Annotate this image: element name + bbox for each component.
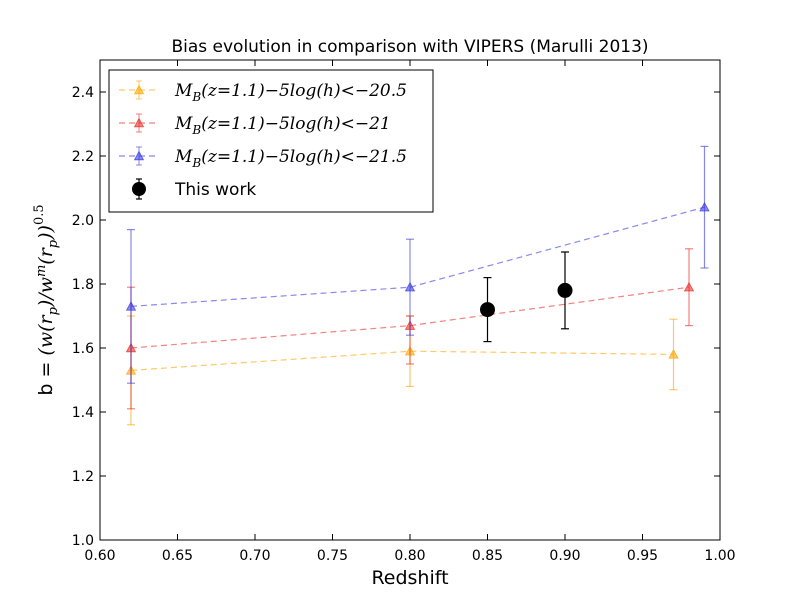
- legend-label-part: B: [191, 90, 201, 104]
- x-tick-label: 0.70: [239, 548, 270, 564]
- series-line: [130, 206, 705, 307]
- data-point: [668, 349, 679, 359]
- y-axis-label-mid2: (r: [35, 246, 57, 264]
- y-tick-label: 1.8: [72, 277, 94, 293]
- legend-label: MB(z=1.1)−5log(h)<−21: [174, 114, 391, 137]
- y-tick-label: 2.2: [72, 149, 94, 165]
- legend-label-part: B: [191, 123, 201, 137]
- series-line: [130, 286, 690, 349]
- plot-area: [125, 145, 710, 426]
- y-axis-label-body: (w(r: [35, 314, 57, 356]
- x-tick-label: 0.65: [162, 548, 193, 564]
- y-axis-label-sup: m: [34, 265, 49, 277]
- data-point: [480, 302, 495, 318]
- y-tick-label: 2.4: [72, 85, 94, 101]
- legend-label-part: (z=1.1)−5log(h)<−21: [201, 114, 390, 134]
- legend-entry-0: MB(z=1.1)−5log(h)<−20.5: [119, 80, 407, 104]
- y-tick-label: 2.0: [72, 213, 94, 229]
- legend-entry-1: MB(z=1.1)−5log(h)<−21: [119, 113, 391, 137]
- data-point: [557, 282, 573, 298]
- y-tick-label: 1.0: [72, 533, 94, 549]
- y-axis-label: b = (w(rp)/wm(rp))0.5: [32, 204, 61, 395]
- legend-marker: [133, 150, 145, 161]
- legend-marker: [133, 84, 145, 95]
- y-axis-label-exp: 0.5: [32, 204, 47, 225]
- y-axis-label-sub2: p: [46, 239, 61, 248]
- x-tick-label: 0.75: [317, 548, 348, 564]
- y-axis-label-mid: )/w: [35, 277, 57, 308]
- data-point: [683, 281, 695, 292]
- x-tick-label: 0.95: [627, 548, 658, 564]
- legend-label-part: M: [174, 81, 193, 101]
- legend-label: MB(z=1.1)−5log(h)<−20.5: [174, 81, 407, 104]
- y-tick-label: 1.6: [72, 341, 94, 357]
- x-tick-label: 0.90: [549, 548, 580, 564]
- legend-label-part: B: [191, 156, 201, 170]
- series-2: [125, 145, 710, 384]
- legend-label: This work: [174, 180, 256, 200]
- legend-box: [108, 69, 434, 213]
- legend-label-part: (z=1.1)−5log(h)<−21.5: [201, 147, 407, 167]
- y-tick-label: 1.2: [72, 469, 94, 485]
- x-tick-label: 0.60: [84, 548, 115, 564]
- legend-label-part: M: [174, 114, 193, 134]
- data-point: [125, 301, 137, 311]
- series-line: [130, 350, 674, 371]
- legend-label-part: (z=1.1)−5log(h)<−20.5: [201, 81, 407, 101]
- y-axis-label-prefix: b =: [35, 356, 57, 396]
- chart-title: Bias evolution in comparison with VIPERS…: [171, 37, 648, 57]
- legend-label: MB(z=1.1)−5log(h)<−21.5: [174, 147, 407, 170]
- x-axis-label: Redshift: [371, 567, 448, 589]
- y-axis-label-sub: p: [46, 306, 61, 315]
- axis-ticks: 0.60 0.65 0.70 0.75 0.80 0.85 0.90 0.95 1.00 1.0 1…: [72, 60, 736, 564]
- series-0: [125, 315, 679, 426]
- legend: MB(z=1.1)−5log(h)<−20.5MB(z=1.1)−5log(h)…: [108, 69, 434, 213]
- legend-marker: [133, 117, 145, 128]
- legend-entry-3: This work: [132, 178, 256, 200]
- y-axis-label-close: )): [35, 225, 57, 241]
- legend-entry-2: MB(z=1.1)−5log(h)<−21.5: [119, 146, 407, 170]
- legend-label-part: M: [174, 147, 193, 167]
- data-point: [699, 201, 710, 212]
- x-tick-label: 0.85: [472, 548, 503, 564]
- x-tick-label: 1.00: [704, 548, 735, 564]
- series-3: [480, 251, 573, 343]
- legend-marker: [132, 182, 146, 196]
- x-tick-label: 0.80: [394, 548, 425, 564]
- data-point: [404, 281, 416, 292]
- y-tick-label: 1.4: [72, 405, 94, 421]
